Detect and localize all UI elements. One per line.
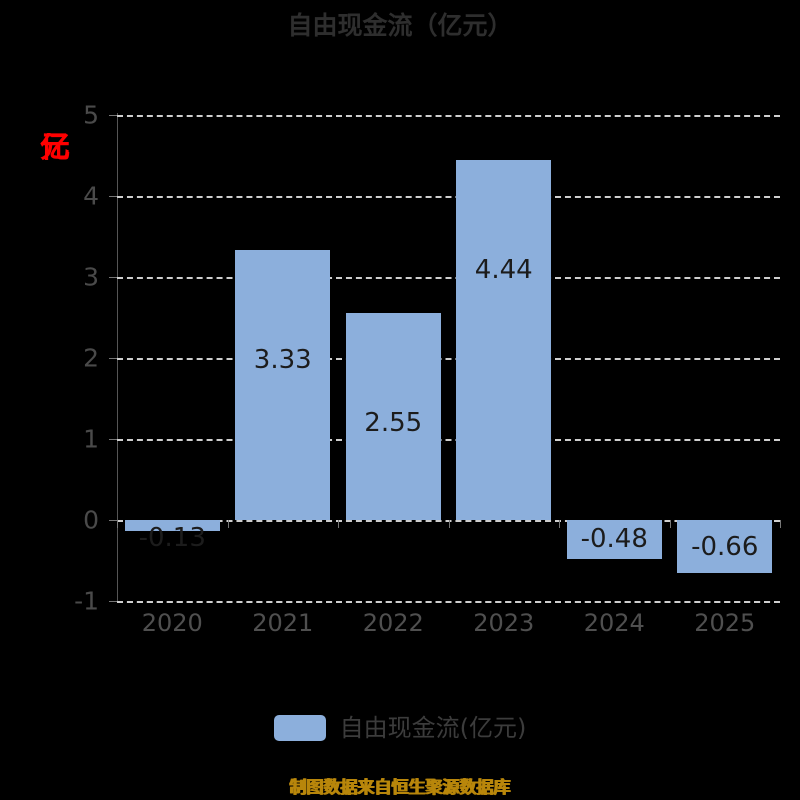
y-tick-mark bbox=[109, 439, 117, 440]
gridline bbox=[117, 358, 780, 360]
x-axis-tick-label: 2022 bbox=[362, 609, 424, 637]
bar[interactable] bbox=[235, 250, 331, 520]
x-tick-mark bbox=[117, 520, 118, 528]
axis-watermark-text: 亿元 bbox=[40, 133, 86, 179]
bar[interactable] bbox=[566, 520, 662, 559]
x-axis-tick-label: 2021 bbox=[252, 609, 314, 637]
bar[interactable] bbox=[677, 520, 773, 574]
x-axis-tick-label: 2020 bbox=[141, 609, 203, 637]
footer-source-note: 制图数据来自恒生聚源数据库 bbox=[289, 778, 511, 798]
y-tick-mark bbox=[109, 601, 117, 602]
y-axis-tick-label: -1 bbox=[74, 586, 99, 616]
y-tick-mark bbox=[109, 115, 117, 116]
x-tick-mark bbox=[448, 520, 450, 528]
gridline bbox=[117, 196, 780, 198]
y-tick-mark bbox=[109, 196, 117, 197]
y-axis-tick-label: 0 bbox=[83, 505, 99, 535]
bar-value-label: -0.48 bbox=[580, 524, 648, 555]
x-axis-tick-label: 2024 bbox=[583, 609, 645, 637]
bar-value-label: 2.55 bbox=[364, 408, 423, 439]
y-axis-tick-label: 2 bbox=[83, 343, 99, 373]
gridline bbox=[117, 439, 780, 441]
x-tick-mark bbox=[669, 520, 671, 528]
x-tick-mark bbox=[559, 520, 560, 528]
chart-title: 自由现金流（亿元） bbox=[287, 11, 513, 40]
x-axis-tick-label: 2023 bbox=[473, 609, 535, 637]
gridline bbox=[117, 115, 780, 117]
y-axis-tick-label: 3 bbox=[83, 262, 99, 292]
bar[interactable] bbox=[456, 160, 552, 520]
bar[interactable] bbox=[124, 520, 220, 531]
y-axis-tick-label: 4 bbox=[83, 181, 99, 211]
legend-label: 自由现金流(亿元) bbox=[339, 714, 527, 742]
y-tick-mark bbox=[109, 520, 117, 521]
legend-color-swatch bbox=[273, 715, 326, 741]
x-tick-mark bbox=[338, 520, 339, 528]
y-axis-tick-label: 1 bbox=[83, 424, 99, 454]
bar-value-label: -0.66 bbox=[691, 531, 759, 562]
bar-value-label: 3.33 bbox=[253, 345, 312, 376]
gridline bbox=[117, 277, 780, 279]
y-tick-mark bbox=[109, 358, 117, 359]
x-tick-mark bbox=[780, 520, 781, 528]
x-tick-mark bbox=[227, 520, 229, 528]
gridline bbox=[117, 601, 780, 603]
bar-value-label: 4.44 bbox=[474, 255, 533, 286]
bar-value-label: -0.13 bbox=[138, 523, 206, 553]
y-tick-mark bbox=[109, 277, 117, 278]
chart-legend[interactable]: 自由现金流(亿元) bbox=[0, 715, 800, 741]
x-axis-tick-label: 2025 bbox=[694, 609, 756, 637]
bar[interactable] bbox=[345, 313, 441, 520]
y-axis-tick-label: 5 bbox=[83, 100, 99, 130]
